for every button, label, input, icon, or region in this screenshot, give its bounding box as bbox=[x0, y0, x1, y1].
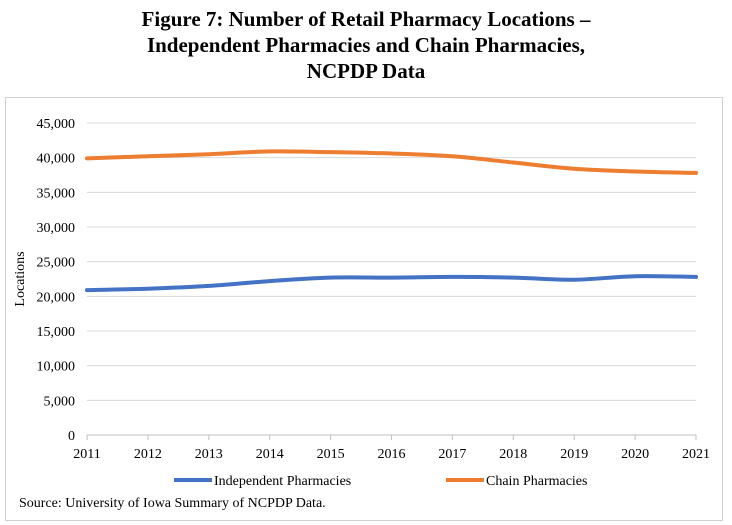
series-line-1 bbox=[85, 149, 698, 175]
gridlines bbox=[87, 122, 696, 401]
x-tick-label: 2021 bbox=[682, 447, 710, 462]
x-tick-label: 2020 bbox=[621, 447, 649, 462]
title-line-1: Figure 7: Number of Retail Pharmacy Loca… bbox=[141, 7, 591, 31]
x-tick-labels: 2011 2012 2013 2014 2015 2016 2017 2018 2019 2020… bbox=[73, 435, 710, 462]
x-tick-label: 2012 bbox=[134, 447, 162, 462]
x-tick-label: 2014 bbox=[256, 447, 284, 462]
y-tick-label: 45,000 bbox=[37, 117, 76, 132]
y-tick-label: 25,000 bbox=[37, 256, 76, 271]
x-tick-label: 2018 bbox=[499, 447, 527, 462]
y-tick-label: 35,000 bbox=[37, 186, 76, 201]
y-tick-label: 10,000 bbox=[37, 360, 76, 375]
y-axis-label: Locations bbox=[13, 251, 28, 306]
y-tick-label: 20,000 bbox=[37, 290, 76, 305]
legend-label-0: Independent Pharmacies bbox=[214, 474, 351, 489]
title-line-2: Independent Pharmacies and Chain Pharmac… bbox=[146, 33, 586, 57]
x-tick-label: 2015 bbox=[317, 447, 345, 462]
x-tick-label: 2017 bbox=[438, 447, 466, 462]
series-line-0 bbox=[85, 274, 698, 293]
title-line-3: NCPDP Data bbox=[306, 59, 426, 83]
x-tick-label: 2019 bbox=[560, 447, 588, 462]
y-tick-label: 0 bbox=[68, 429, 75, 444]
legend: Independent Pharmacies Chain Pharmacies bbox=[174, 474, 587, 489]
x-tick-label: 2013 bbox=[195, 447, 223, 462]
chart-title: Figure 7: Number of Retail Pharmacy Loca… bbox=[0, 6, 732, 84]
y-tick-labels: 0 5,000 10,000 15,000 20,000 25,000 30,000 35,0… bbox=[37, 117, 76, 444]
y-tick-label: 30,000 bbox=[37, 221, 76, 236]
y-tick-label: 40,000 bbox=[37, 152, 76, 167]
legend-label-1: Chain Pharmacies bbox=[486, 474, 587, 489]
y-tick-label: 15,000 bbox=[37, 325, 76, 340]
chart-frame bbox=[5, 97, 723, 521]
source-note: Source: University of Iowa Summary of NC… bbox=[19, 496, 326, 511]
x-tick-label: 2016 bbox=[378, 447, 406, 462]
y-tick-label: 5,000 bbox=[44, 394, 76, 409]
series-lines bbox=[85, 149, 698, 293]
x-tick-label: 2011 bbox=[73, 447, 100, 462]
